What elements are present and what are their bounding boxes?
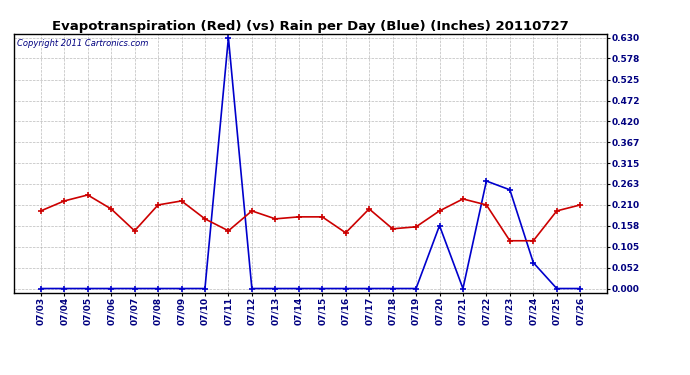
Title: Evapotranspiration (Red) (vs) Rain per Day (Blue) (Inches) 20110727: Evapotranspiration (Red) (vs) Rain per D… — [52, 20, 569, 33]
Text: Copyright 2011 Cartronics.com: Copyright 2011 Cartronics.com — [17, 39, 148, 48]
